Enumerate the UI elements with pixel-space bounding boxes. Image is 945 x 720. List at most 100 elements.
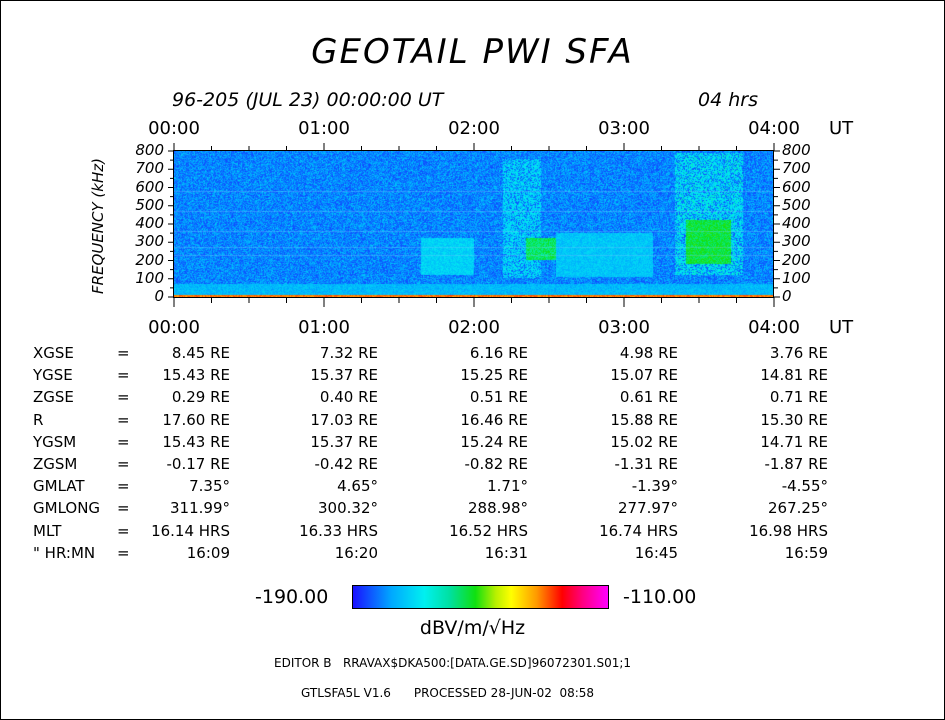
ephemeris-equals: = <box>117 521 130 540</box>
freq-tick-label-right: 800 <box>782 141 811 159</box>
ephemeris-row: GMLONG = 311.99° 300.32° 288.98° 277.97° 267.2… <box>0 499 945 521</box>
ephemeris-value: 1.71° <box>487 477 528 496</box>
ephemeris-equals: = <box>117 344 130 362</box>
freq-tick-label-left: 800 <box>135 141 164 159</box>
ephemeris-value: 16:09 <box>186 543 230 562</box>
top-time-axis-unit: UT <box>829 118 854 139</box>
spectrogram <box>173 150 774 298</box>
ephemeris-value: 14.71 RE <box>760 432 828 451</box>
ephemeris-label: R <box>33 410 44 429</box>
freq-tick-label-right: 300 <box>782 232 811 251</box>
ephemeris-value: 0.29 RE <box>171 388 230 407</box>
ephemeris-value: 7.32 RE <box>319 344 378 362</box>
ephemeris-equals: = <box>117 410 130 429</box>
top-time-tick-label: 00:00 <box>148 118 200 139</box>
ephemeris-value: 16.46 RE <box>460 410 528 429</box>
colorbar-max: -110.00 <box>623 586 697 608</box>
freq-tick-label-left: 100 <box>135 268 164 287</box>
ephemeris-value: 15.25 RE <box>460 366 528 385</box>
freq-tick-label-left: 300 <box>135 232 164 251</box>
freq-tick-label-right: 100 <box>782 268 811 287</box>
ephemeris-value: -0.17 RE <box>166 455 230 473</box>
freq-tick-label-right: 500 <box>782 195 811 214</box>
ephemeris-label: YGSE <box>33 366 73 385</box>
colorbar-min: -190.00 <box>255 586 329 608</box>
ephemeris-value: -0.82 RE <box>464 455 528 473</box>
freq-tick-label-left: 600 <box>135 177 164 196</box>
ephemeris-equals: = <box>117 455 130 473</box>
top-time-tick-label: 01:00 <box>298 118 350 139</box>
bottom-time-tick-label: 02:00 <box>448 317 500 338</box>
ephemeris-value: -1.31 RE <box>614 455 678 473</box>
ephemeris-value: 15.43 RE <box>162 432 230 451</box>
ephemeris-value: 16.98 HRS <box>749 521 828 540</box>
colorbar <box>352 585 609 609</box>
freq-tick-label-left: 0 <box>154 287 164 305</box>
bottom-time-tick-label: 03:00 <box>598 317 650 338</box>
ephemeris-value: 16.52 HRS <box>449 521 528 540</box>
ephemeris-value: 0.40 RE <box>319 388 378 407</box>
ephemeris-value: 16:45 <box>634 543 678 562</box>
ephemeris-value: -1.87 RE <box>764 455 828 473</box>
ephemeris-label: " HR:MN <box>33 543 96 562</box>
top-time-tick-label: 04:00 <box>748 118 800 139</box>
ephemeris-value: 6.16 RE <box>469 344 528 362</box>
ephemeris-value: 14.81 RE <box>760 366 828 385</box>
ephemeris-value: 15.07 RE <box>610 366 678 385</box>
ephemeris-equals: = <box>117 388 130 407</box>
ephemeris-value: 15.88 RE <box>610 410 678 429</box>
colorbar-unit: dBV/m/√Hz <box>419 617 526 639</box>
ephemeris-label: YGSM <box>33 432 77 451</box>
ephemeris-value: 15.37 RE <box>310 432 378 451</box>
ephemeris-value: 16:20 <box>334 543 378 562</box>
top-time-tick-label: 02:00 <box>448 118 500 139</box>
freq-tick-label-left: 400 <box>135 214 164 232</box>
freq-tick-label-right: 200 <box>782 250 811 269</box>
ephemeris-value: -4.55° <box>781 477 828 496</box>
chart-title: GEOTAIL PWI SFA <box>311 32 634 72</box>
ephemeris-label: XGSE <box>33 344 74 362</box>
freq-tick-label-left: 500 <box>135 195 164 214</box>
ephemeris-value: 311.99° <box>170 499 230 518</box>
ephemeris-row: R = 17.60 RE 17.03 RE 16.46 RE 15.88 RE 15.30 … <box>0 411 945 433</box>
ephemeris-value: 16.14 HRS <box>151 521 230 540</box>
ephemeris-value: 4.65° <box>337 477 378 496</box>
freq-tick-label-right: 600 <box>782 177 811 196</box>
ephemeris-value: 288.98° <box>468 499 528 518</box>
ephemeris-value: 3.76 RE <box>769 344 828 362</box>
ephemeris-value: 16.74 HRS <box>599 521 678 540</box>
ephemeris-value: 15.24 RE <box>460 432 528 451</box>
freq-tick-label-left: 700 <box>135 159 164 178</box>
ephemeris-value: 300.32° <box>318 499 378 518</box>
ephemeris-row: MLT = 16.14 HRS 16.33 HRS 16.52 HRS 16.74 HRS… <box>0 522 945 544</box>
bottom-time-tick-label: 04:00 <box>748 317 800 338</box>
ephemeris-value: 7.35° <box>189 477 230 496</box>
date-label: 96-205 (JUL 23) 00:00:00 UT <box>172 89 444 111</box>
ephemeris-label: MLT <box>33 521 62 540</box>
ephemeris-row: ZGSE = 0.29 RE 0.40 RE 0.51 RE 0.61 RE 0.71 RE <box>0 388 945 410</box>
freq-tick-label-right: 400 <box>782 214 811 232</box>
ephemeris-value: 4.98 RE <box>619 344 678 362</box>
freq-tick-label-right: 700 <box>782 159 811 178</box>
ephemeris-row: YGSE = 15.43 RE 15.37 RE 15.25 RE 15.07 RE 14.… <box>0 366 945 388</box>
bottom-time-tick-label: 00:00 <box>148 317 200 338</box>
time-span-label: 04 hrs <box>698 89 758 111</box>
ephemeris-label: GMLAT <box>33 477 85 496</box>
ephemeris-value: 15.02 RE <box>610 432 678 451</box>
ephemeris-value: -0.42 RE <box>314 455 378 473</box>
spectrogram-image <box>174 151 773 297</box>
freq-tick-label-left: 200 <box>135 250 164 269</box>
editor-line: EDITOR B RRAVAX$DKA500:[DATA.GE.SD]96072… <box>274 656 632 670</box>
ephemeris-value: 0.71 RE <box>769 388 828 407</box>
freq-tick-label-right: 0 <box>782 287 792 305</box>
ephemeris-label: ZGSE <box>33 388 74 407</box>
ephemeris-label: GMLONG <box>33 499 101 518</box>
bottom-time-tick-label: 01:00 <box>298 317 350 338</box>
ephemeris-row: ZGSM = -0.17 RE -0.42 RE -0.82 RE -1.31 RE -1.… <box>0 455 945 477</box>
ephemeris-value: 16.33 HRS <box>299 521 378 540</box>
ephemeris-row: GMLAT = 7.35° 4.65° 1.71° -1.39° -4.55° <box>0 477 945 499</box>
ephemeris-value: 16:59 <box>784 543 828 562</box>
ephemeris-value: 0.51 RE <box>469 388 528 407</box>
ephemeris-value: 277.97° <box>618 499 678 518</box>
ephemeris-value: 17.60 RE <box>162 410 230 429</box>
